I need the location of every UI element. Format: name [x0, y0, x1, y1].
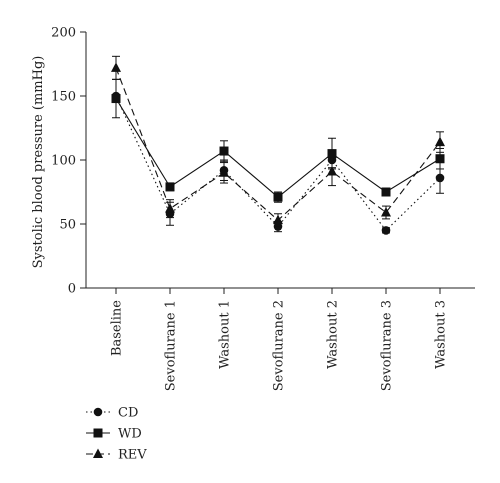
legend: CD WD REV: [86, 406, 147, 463]
series-line-cd: [115, 95, 441, 232]
legend-item-rev: REV: [86, 448, 147, 463]
y-tick-label: 50: [59, 218, 76, 233]
data-point-wd: [219, 146, 229, 156]
x-tick-label: Sevoflurane 2: [272, 300, 287, 391]
series-cd: [111, 91, 445, 235]
data-point-wd: [435, 154, 445, 164]
legend-label-wd: WD: [118, 427, 142, 442]
legend-label-rev: REV: [118, 448, 147, 463]
y-tick-label: 0: [68, 282, 76, 297]
labels-layer: 0 50 100 150 200 Baseline Sevoflurane 1 Washout…: [31, 26, 449, 392]
x-tick-label: Sevoflurane 3: [380, 300, 395, 391]
data-point-rev: [381, 206, 391, 217]
data-point-rev: [435, 136, 445, 147]
legend-marker-rev: [93, 448, 103, 458]
x-tick-label: Washout 2: [326, 300, 341, 369]
series-line-wd: [115, 98, 441, 198]
x-tick-label: Washout 1: [218, 300, 233, 369]
data-point-wd: [381, 187, 391, 197]
legend-marker-cd: [93, 407, 103, 417]
legend-label-cd: CD: [118, 406, 138, 421]
y-tick-label: 200: [51, 26, 76, 41]
y-axis-title: Systolic blood pressure (mmHg): [31, 56, 46, 269]
data-point-wd: [111, 94, 121, 104]
data-point-rev: [165, 203, 175, 213]
legend-item-wd: WD: [86, 427, 142, 442]
data-point-rev: [327, 166, 337, 176]
data-point-rev: [273, 214, 283, 225]
x-tick-label: Baseline: [110, 300, 125, 356]
legend-marker-wd: [93, 428, 103, 438]
data-point-wd: [165, 182, 175, 192]
series-wd: [111, 78, 445, 203]
data-point-rev: [219, 167, 229, 177]
y-tick-label: 150: [51, 90, 76, 105]
data-point-wd: [327, 149, 337, 159]
data-point-cd: [435, 173, 445, 183]
x-tick-label: Sevoflurane 1: [164, 300, 179, 391]
legend-item-cd: CD: [86, 406, 138, 421]
data-point-wd: [273, 192, 283, 202]
y-tick-label: 100: [51, 154, 76, 169]
data-point-rev: [111, 62, 121, 72]
data-point-cd: [381, 226, 391, 235]
series-layer: [111, 55, 445, 235]
series-rev: [111, 55, 445, 228]
x-tick-label: Washout 3: [434, 300, 449, 369]
axes: [80, 31, 475, 294]
